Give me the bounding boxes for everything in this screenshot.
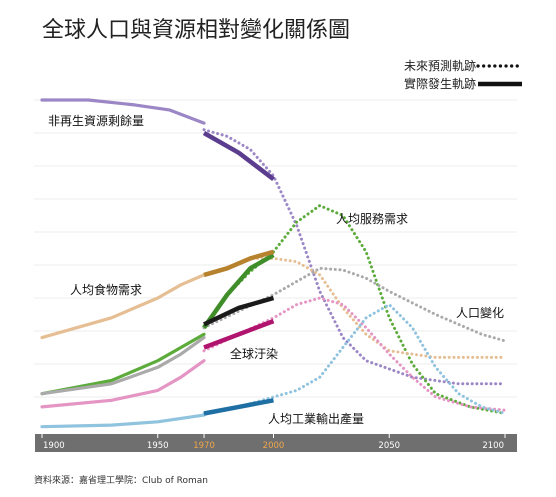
series-4-actual-line [203,295,275,327]
x-tick-label: 2000 [263,441,285,451]
x-tick-label: 2050 [378,441,400,451]
x-axis-band [35,434,517,452]
legend-label-actual: 實際發生軌跡 [404,76,476,91]
series-2-label: 人均服務需求 [336,212,408,226]
series-1-actual-line [202,131,275,181]
x-tick-label: 2100 [482,441,504,451]
series-5-actual-line [203,318,275,350]
series-6-projection-line [202,302,507,415]
series-3-projection-line [202,256,507,359]
x-tick-label: 1900 [43,441,65,451]
series-4-projection-line [202,266,507,343]
series-5-projection-line [202,296,507,412]
series-1-history-line [40,98,206,125]
series-3-label: 人均食物需求 [70,282,142,297]
series-3-history-line [40,273,206,340]
series-2-history-line [40,332,206,396]
plot-area [40,98,507,429]
source-note: 資料來源：嘉省理工學院：Club of Roman [34,474,208,486]
x-axis-ticks: 1900 1950 1970 2000 2050 2100 [41,434,506,451]
series-6-actual-line [203,398,274,416]
chart-title: 全球人口與資源相對變化關係圖 [42,18,350,43]
series-5-history-line [40,359,206,409]
series-3-actual-line [203,249,275,278]
series-1-projection-line [202,128,507,386]
series-2-actual-line [202,253,275,329]
series-4-history-line [40,336,206,396]
series-6-history-line [40,413,206,429]
series-4-label: 人口變化 [456,305,504,320]
legend-label-projection: 未來預測軌跡 [404,58,476,73]
chart-legend: 未來預測軌跡 實際發生軌跡 [404,58,524,91]
x-tick-label: 1970 [193,441,215,451]
series-5-label: 全球汙染 [230,346,278,361]
x-tick-label: 1950 [147,441,169,451]
series-1-label: 非再生資源剩餘量 [48,113,144,128]
series-6-label: 人均工業輸出產量 [268,411,364,426]
